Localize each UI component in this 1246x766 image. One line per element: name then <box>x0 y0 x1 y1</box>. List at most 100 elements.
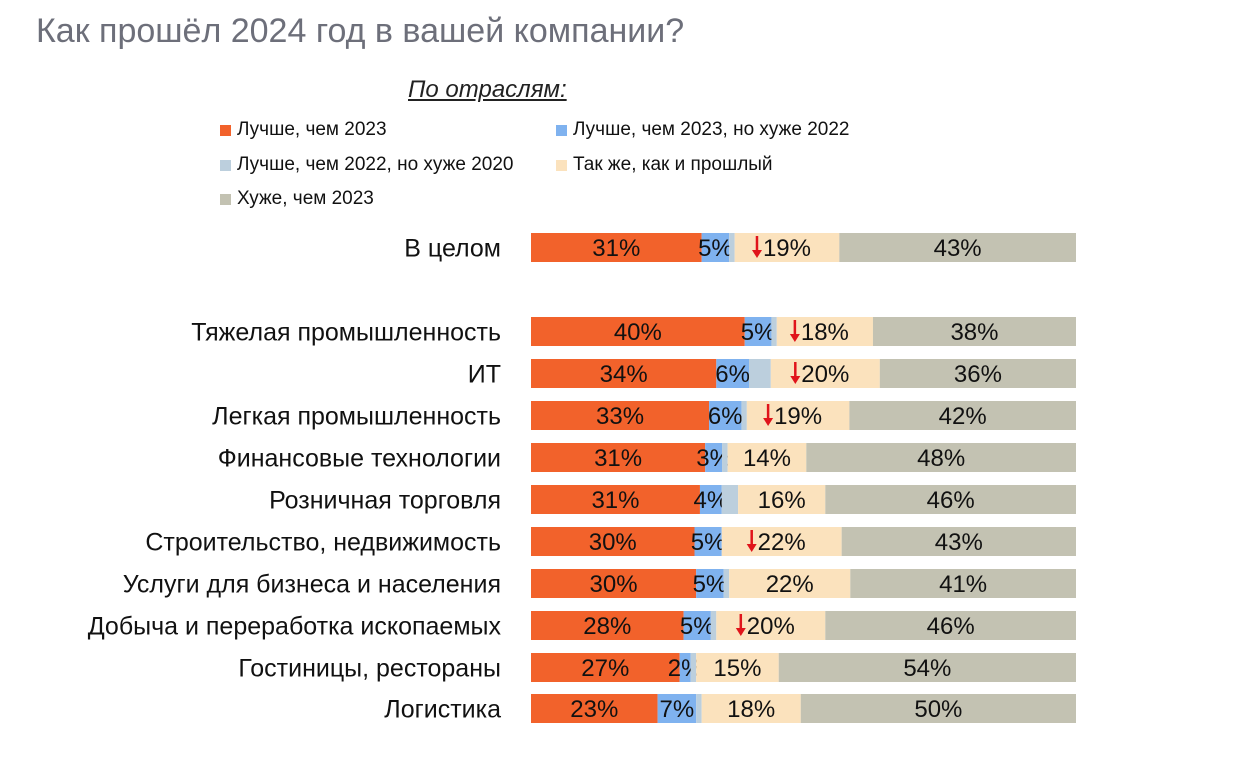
bar-segment <box>825 611 1076 640</box>
category-label: Тяжелая промышленность <box>191 319 501 347</box>
bar-segment <box>531 443 706 472</box>
bar-segment <box>771 317 777 346</box>
bar-segment <box>531 527 695 556</box>
bar-segment <box>683 611 711 640</box>
data-label: 38% <box>950 319 998 346</box>
legend-label: Лучше, чем 2023, но хуже 2022 <box>573 119 850 140</box>
bar-segment <box>657 694 697 723</box>
bar-segment <box>749 359 771 388</box>
legend-swatch <box>556 124 567 136</box>
down-arrow-head-icon <box>751 250 762 258</box>
legend-swatch <box>220 159 231 171</box>
data-label: 28% <box>583 613 631 640</box>
bar-segment <box>800 694 1076 723</box>
bar-segment <box>746 401 850 430</box>
category-label: Гостиницы, рестораны <box>238 655 501 683</box>
data-label: 50% <box>914 696 962 723</box>
bar-segment <box>744 317 772 346</box>
legend-swatch <box>556 159 567 171</box>
bar-segment <box>696 694 702 723</box>
data-label: 31% <box>594 445 642 472</box>
data-label: 22% <box>766 571 814 598</box>
legend-item-same: Так же, как и прошлый <box>556 154 773 176</box>
data-label: 31% <box>591 487 639 514</box>
bar-segment <box>722 443 728 472</box>
chart-title: Как прошёл 2024 год в вашей компании? <box>36 12 685 50</box>
bar-segment <box>776 317 873 346</box>
data-label: 54% <box>903 655 951 682</box>
bar-segment <box>716 611 826 640</box>
legend-label: Так же, как и прошлый <box>573 154 773 175</box>
category-label: В целом <box>404 235 501 263</box>
bar-segment <box>738 485 826 514</box>
category-label: ИТ <box>468 361 501 389</box>
category-label: Легкая промышленность <box>212 403 501 431</box>
data-label: 48% <box>917 445 965 472</box>
legend-swatch <box>220 193 231 205</box>
bar-segment <box>696 569 724 598</box>
bar-segment <box>727 443 807 472</box>
data-label: 15% <box>713 655 761 682</box>
bar-segment <box>531 401 710 430</box>
bar-segment <box>679 653 691 682</box>
data-label: 5% <box>693 571 728 598</box>
bar-segment <box>849 401 1076 430</box>
bar-segment <box>531 569 697 598</box>
category-label: Добыча и переработка ископаемых <box>88 613 502 641</box>
bar-segment <box>879 359 1076 388</box>
bar-segment <box>716 359 749 388</box>
data-label: 23% <box>570 696 618 723</box>
bar-segment <box>721 527 842 556</box>
bar-segment <box>531 359 717 388</box>
bar-segment <box>841 527 1076 556</box>
data-label: 31% <box>592 235 640 262</box>
legend-item-better-2023-worse-2022: Лучше, чем 2023, но хуже 2022 <box>556 119 849 141</box>
legend-item-better-2023: Лучше, чем 2023 <box>220 119 387 141</box>
bar-segment <box>778 653 1076 682</box>
category-label: Строительство, недвижимость <box>145 529 501 557</box>
bar-segment <box>701 233 730 262</box>
data-label: 36% <box>954 361 1002 388</box>
bar-segment <box>806 443 1076 472</box>
bar-segment <box>531 653 680 682</box>
bar-segment <box>729 569 851 598</box>
category-label: Услуги для бизнеса и населения <box>123 571 501 599</box>
down-arrow-head-icon <box>790 376 801 384</box>
data-label: 19% <box>763 235 811 262</box>
data-label: 30% <box>589 529 637 556</box>
bar-segment <box>729 233 735 262</box>
down-arrow-head-icon <box>789 334 800 342</box>
data-label: 40% <box>614 319 662 346</box>
data-label: 20% <box>747 613 795 640</box>
data-label: 6% <box>715 361 750 388</box>
data-label: 5% <box>698 235 733 262</box>
legend-label: Лучше, чем 2023 <box>237 119 387 140</box>
bar-segment <box>531 233 702 262</box>
bar-segment <box>734 233 840 262</box>
data-label: 34% <box>600 361 648 388</box>
bar-segment <box>705 443 723 472</box>
bar-segment <box>694 527 722 556</box>
legend-label: Лучше, чем 2022, но хуже 2020 <box>237 154 514 175</box>
data-label: 5% <box>691 529 726 556</box>
data-label: 46% <box>927 613 975 640</box>
bar-segment <box>696 653 779 682</box>
legend-item-better-2022-worse-2020: Лучше, чем 2022, но хуже 2020 <box>220 154 513 176</box>
bar-segment <box>721 485 739 514</box>
bar-segment <box>741 401 747 430</box>
bar-segment <box>701 694 801 723</box>
legend-item-worse-2023: Хуже, чем 2023 <box>220 188 374 210</box>
data-label: 30% <box>590 571 638 598</box>
data-label: 14% <box>743 445 791 472</box>
data-label: 46% <box>927 487 975 514</box>
data-label: 22% <box>758 529 806 556</box>
data-label: 27% <box>581 655 629 682</box>
data-label: 16% <box>758 487 806 514</box>
bar-segment <box>872 317 1076 346</box>
data-label: 42% <box>939 403 987 430</box>
data-label: 43% <box>935 529 983 556</box>
bar-segment <box>531 694 658 723</box>
data-label: 33% <box>596 403 644 430</box>
data-label: 19% <box>774 403 822 430</box>
